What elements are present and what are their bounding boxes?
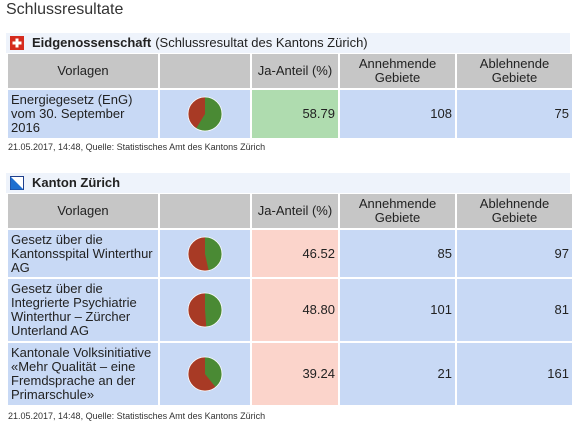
pie-slice-ja bbox=[205, 357, 223, 388]
pie-outline bbox=[187, 356, 223, 392]
header-ja-anteil: Ja-Anteil (%) bbox=[252, 54, 338, 88]
results-table-eidgenossenschaft: Vorlagen Ja-Anteil (%) Annehmende Gebiet… bbox=[6, 52, 574, 140]
header-ja-anteil: Ja-Anteil (%) bbox=[252, 194, 338, 228]
ablehnende-value: 81 bbox=[457, 279, 572, 341]
header-vorlagen: Vorlagen bbox=[8, 54, 158, 88]
pie-outline bbox=[187, 96, 223, 132]
vorlage-name[interactable]: Gesetz über die Integrierte Psychiatrie … bbox=[8, 279, 158, 341]
results-table-kanton: Vorlagen Ja-Anteil (%) Annehmende Gebiet… bbox=[6, 192, 574, 407]
section-header-kanton: Kanton Zürich bbox=[6, 173, 570, 193]
ablehnende-value: 97 bbox=[457, 230, 572, 277]
pie-chart bbox=[160, 230, 250, 277]
header-chart bbox=[160, 194, 250, 228]
header-vorlagen: Vorlagen bbox=[8, 194, 158, 228]
table-row[interactable]: Gesetz über die Integrierte Psychiatrie … bbox=[8, 279, 572, 341]
annehmende-value: 101 bbox=[340, 279, 455, 341]
page-title: Schlussresultate bbox=[6, 1, 124, 18]
section-subtitle: (Schlussresultat des Kantons Zürich) bbox=[155, 35, 368, 50]
header-ablehnende: Ablehnende Gebiete bbox=[457, 194, 572, 228]
header-chart bbox=[160, 54, 250, 88]
header-annehmende: Annehmende Gebiete bbox=[340, 54, 455, 88]
pie-chart bbox=[160, 279, 250, 341]
vorlage-name[interactable]: Kantonale Volksinitiative «Mehr Qualität… bbox=[8, 343, 158, 405]
header-ablehnende: Ablehnende Gebiete bbox=[457, 54, 572, 88]
annehmende-value: 108 bbox=[340, 90, 455, 138]
ja-anteil-value: 48.80 bbox=[252, 279, 338, 341]
table-row[interactable]: Gesetz über die Kantonsspital Winterthur… bbox=[8, 230, 572, 277]
section-title: Kanton Zürich bbox=[32, 175, 121, 190]
vorlage-name[interactable]: Gesetz über die Kantonsspital Winterthur… bbox=[8, 230, 158, 277]
table-row[interactable]: Energiegesetz (EnG) vom 30. September 20… bbox=[8, 90, 572, 138]
pie-chart bbox=[160, 90, 250, 138]
footnote-source: 21.05.2017, 14:48, Quelle: Statistisches… bbox=[8, 411, 266, 421]
ja-anteil-value: 46.52 bbox=[252, 230, 338, 277]
ja-anteil-value: 58.79 bbox=[252, 90, 338, 138]
annehmende-value: 21 bbox=[340, 343, 455, 405]
vorlage-name[interactable]: Energiegesetz (EnG) vom 30. September 20… bbox=[8, 90, 158, 138]
annehmende-value: 85 bbox=[340, 230, 455, 277]
section-header-eidgenossenschaft: Eidgenossenschaft (Schlussresultat des K… bbox=[6, 33, 570, 53]
pie-slice-ja bbox=[205, 293, 222, 327]
pie-slice-ja bbox=[205, 236, 223, 271]
table-row[interactable]: Kantonale Volksinitiative «Mehr Qualität… bbox=[8, 343, 572, 405]
pie-outline bbox=[187, 292, 223, 328]
pie-slice-ja bbox=[196, 97, 223, 131]
header-annehmende: Annehmende Gebiete bbox=[340, 194, 455, 228]
swiss-flag-icon bbox=[10, 36, 24, 50]
zurich-flag-icon bbox=[10, 176, 24, 190]
pie-outline bbox=[187, 236, 223, 271]
pie-chart bbox=[160, 343, 250, 405]
section-title: Eidgenossenschaft bbox=[32, 35, 152, 50]
ablehnende-value: 75 bbox=[457, 90, 572, 138]
ja-anteil-value: 39.24 bbox=[252, 343, 338, 405]
ablehnende-value: 161 bbox=[457, 343, 572, 405]
footnote-source: 21.05.2017, 14:48, Quelle: Statistisches… bbox=[8, 142, 266, 152]
